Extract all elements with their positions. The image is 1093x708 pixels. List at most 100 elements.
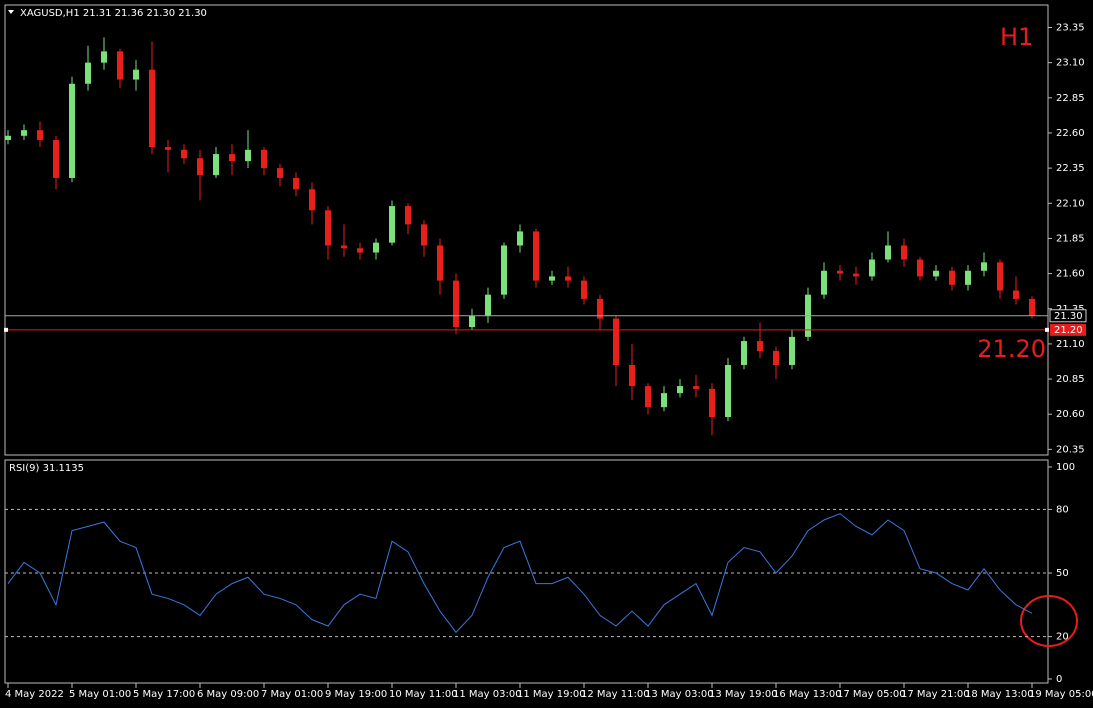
candle-body: [469, 315, 475, 328]
x-tick-label: 10 May 11:00: [389, 689, 458, 700]
y-tick-label: 21.10: [1056, 339, 1085, 350]
candle-body: [213, 154, 219, 176]
candle-body: [677, 386, 683, 394]
level-annotation: 21.20: [977, 335, 1046, 363]
candle-body: [53, 140, 59, 178]
level-handle: [1045, 327, 1049, 332]
candle-body: [741, 341, 747, 365]
y-tick-label: 20.60: [1056, 409, 1085, 420]
candle-body: [325, 210, 331, 246]
candle-body: [1029, 298, 1035, 316]
candle-body: [229, 154, 235, 162]
x-tick-label: 17 May 21:00: [901, 689, 970, 700]
candle-body: [389, 206, 395, 243]
candle-body: [245, 149, 251, 162]
candle-body: [869, 259, 875, 277]
x-tick-label: 17 May 05:00: [837, 689, 906, 700]
candle-body: [597, 298, 603, 319]
y-tick-label: 22.60: [1056, 128, 1085, 139]
candle-body: [629, 365, 635, 387]
x-tick-label: 11 May 19:00: [517, 689, 586, 700]
candle-body: [917, 259, 923, 277]
candle-body: [197, 158, 203, 176]
candle-body: [5, 135, 11, 140]
candle-body: [101, 51, 107, 63]
y-tick-label: 21.60: [1056, 269, 1085, 280]
candle-body: [645, 386, 651, 408]
level-tag: [1050, 323, 1086, 336]
candle-body: [357, 248, 363, 253]
x-tick-label: 19 May 05:00: [1029, 689, 1093, 700]
candle-body: [533, 231, 539, 281]
x-tick-label: 5 May 17:00: [133, 689, 195, 700]
y-tick-label: 80: [1056, 504, 1069, 515]
candle-body: [37, 130, 43, 140]
candle-body: [485, 294, 491, 316]
candle-body: [517, 231, 523, 246]
candle-body: [661, 393, 667, 408]
candle-body: [261, 149, 267, 169]
x-tick-label: 4 May 2022: [5, 689, 64, 700]
candle-body: [85, 62, 91, 84]
rsi-line: [7, 513, 1033, 634]
y-tick-label: 20: [1056, 632, 1069, 643]
candle-body: [709, 388, 715, 418]
level-tag-label: 21.20: [1054, 325, 1083, 336]
x-tick-label: 18 May 13:00: [965, 689, 1034, 700]
y-tick-label: 22.35: [1056, 163, 1085, 174]
candle-body: [933, 270, 939, 277]
candle-body: [133, 69, 139, 80]
candle-body: [965, 270, 971, 285]
menu-arrow[interactable]: [8, 10, 14, 14]
y-tick-label: 21.85: [1056, 233, 1085, 244]
candle-body: [581, 280, 587, 299]
candle-body: [453, 280, 459, 328]
candle-body: [373, 242, 379, 253]
candle-body: [293, 177, 299, 190]
candle-body: [277, 168, 283, 178]
y-tick-label: 20.35: [1056, 444, 1085, 455]
x-tick-label: 7 May 01:00: [261, 689, 323, 700]
y-tick-label: 100: [1056, 462, 1075, 473]
candle-body: [853, 273, 859, 277]
y-tick-label: 22.10: [1056, 198, 1085, 209]
candle-body: [613, 318, 619, 365]
y-tick-label: 23.35: [1056, 23, 1085, 34]
candle-body: [565, 276, 571, 281]
candle-body: [117, 51, 123, 80]
y-tick-label: 50: [1056, 568, 1069, 579]
candle-body: [981, 262, 987, 271]
current-price-tag: [1049, 309, 1087, 323]
x-tick-label: 5 May 01:00: [69, 689, 131, 700]
x-tick-label: 13 May 19:00: [709, 689, 778, 700]
y-tick-label: 0: [1056, 674, 1062, 685]
x-tick-label: 9 May 19:00: [325, 689, 387, 700]
candle-body: [949, 270, 955, 285]
candle-body: [501, 245, 507, 295]
rsi-frame: [4, 459, 1049, 684]
candle-body: [837, 270, 843, 274]
candle-body: [437, 245, 443, 281]
x-tick-label: 6 May 09:00: [197, 689, 259, 700]
y-tick-label: 23.10: [1056, 58, 1085, 69]
candle-body: [405, 206, 411, 225]
candle-body: [69, 83, 75, 178]
candle-body: [165, 147, 171, 150]
candle-body: [309, 189, 315, 211]
candle-body: [997, 262, 1003, 291]
candle-body: [21, 130, 27, 136]
rsi-title: RSI(9) 31.1135: [9, 463, 84, 474]
candle-body: [789, 336, 795, 365]
candle-body: [693, 386, 699, 389]
candle-body: [149, 69, 155, 148]
candle-body: [885, 245, 891, 260]
level-handle: [4, 327, 8, 332]
y-tick-label: 22.85: [1056, 93, 1085, 104]
y-tick-label: 20.85: [1056, 374, 1085, 385]
x-tick-label: 13 May 03:00: [645, 689, 714, 700]
candle-body: [549, 276, 555, 281]
x-tick-label: 12 May 11:00: [581, 689, 650, 700]
current-price-label: 21.30: [1054, 311, 1083, 322]
